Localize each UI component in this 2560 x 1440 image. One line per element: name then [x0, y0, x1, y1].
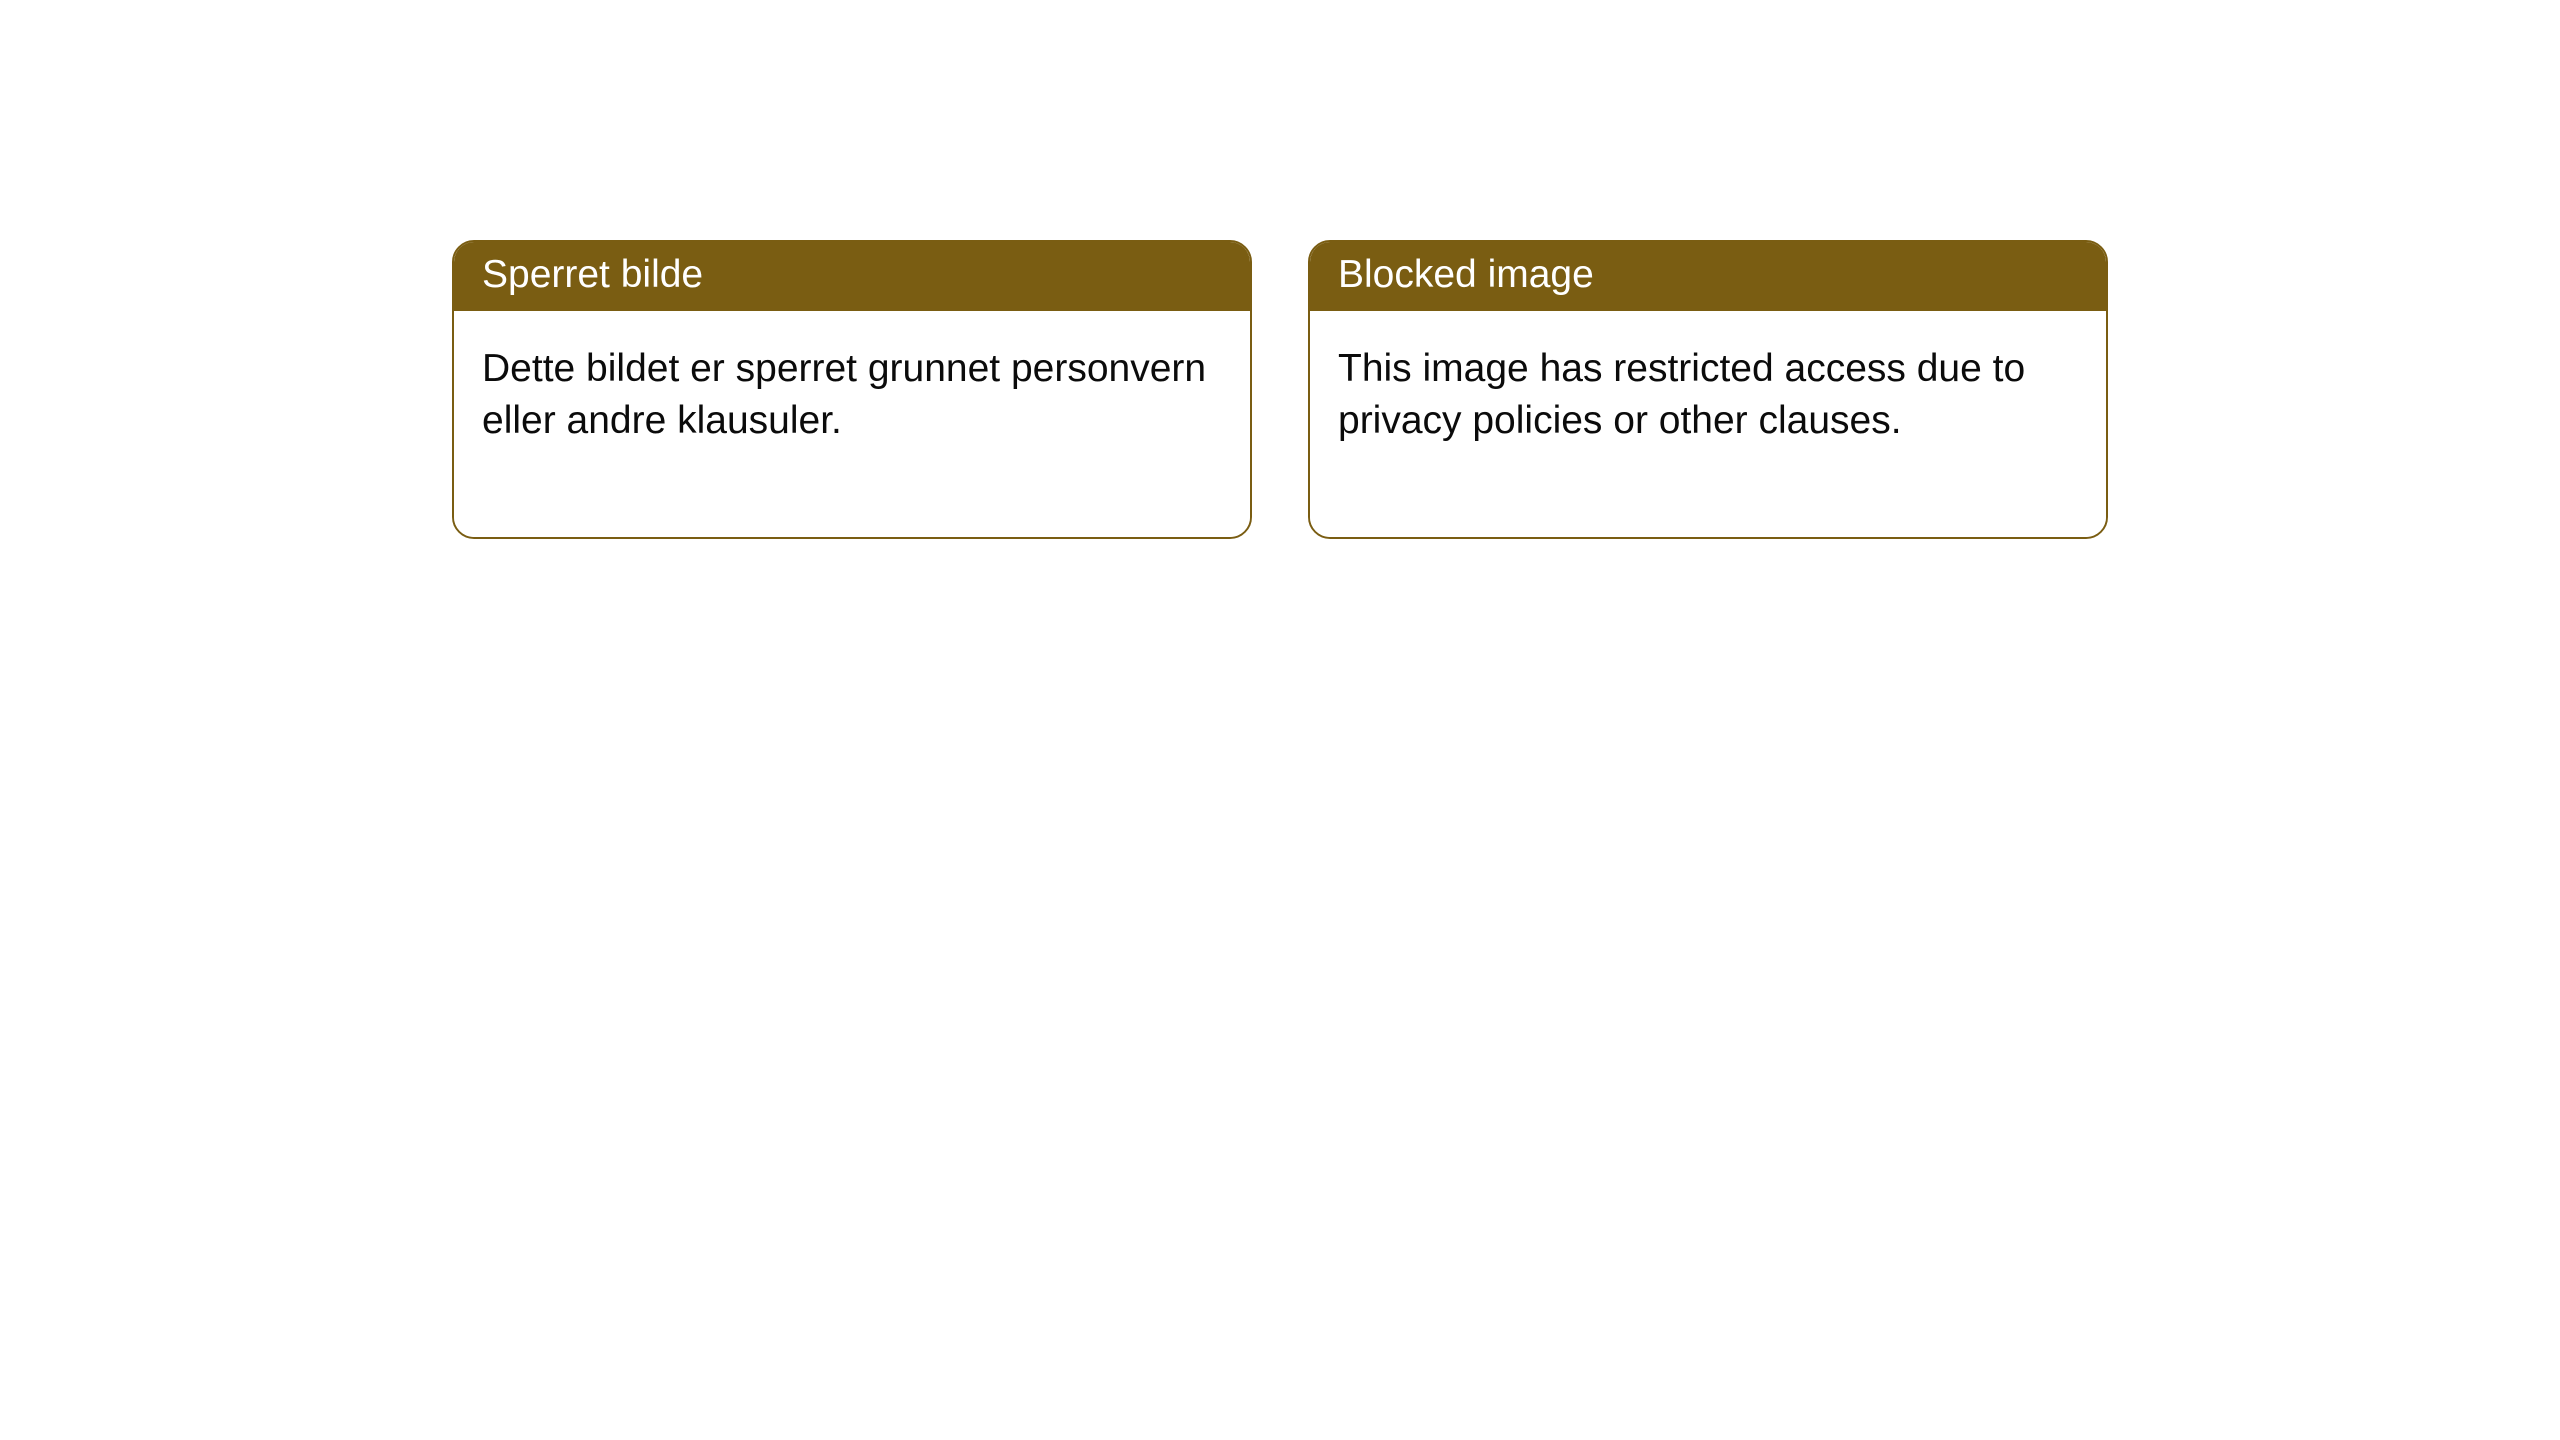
notice-card-body: Dette bildet er sperret grunnet personve… [454, 311, 1250, 537]
notice-card-no: Sperret bilde Dette bildet er sperret gr… [452, 240, 1252, 539]
notice-card-en: Blocked image This image has restricted … [1308, 240, 2108, 539]
notice-card-body: This image has restricted access due to … [1310, 311, 2106, 537]
notice-container: Sperret bilde Dette bildet er sperret gr… [0, 0, 2560, 539]
notice-card-title: Sperret bilde [454, 242, 1250, 311]
notice-card-title: Blocked image [1310, 242, 2106, 311]
